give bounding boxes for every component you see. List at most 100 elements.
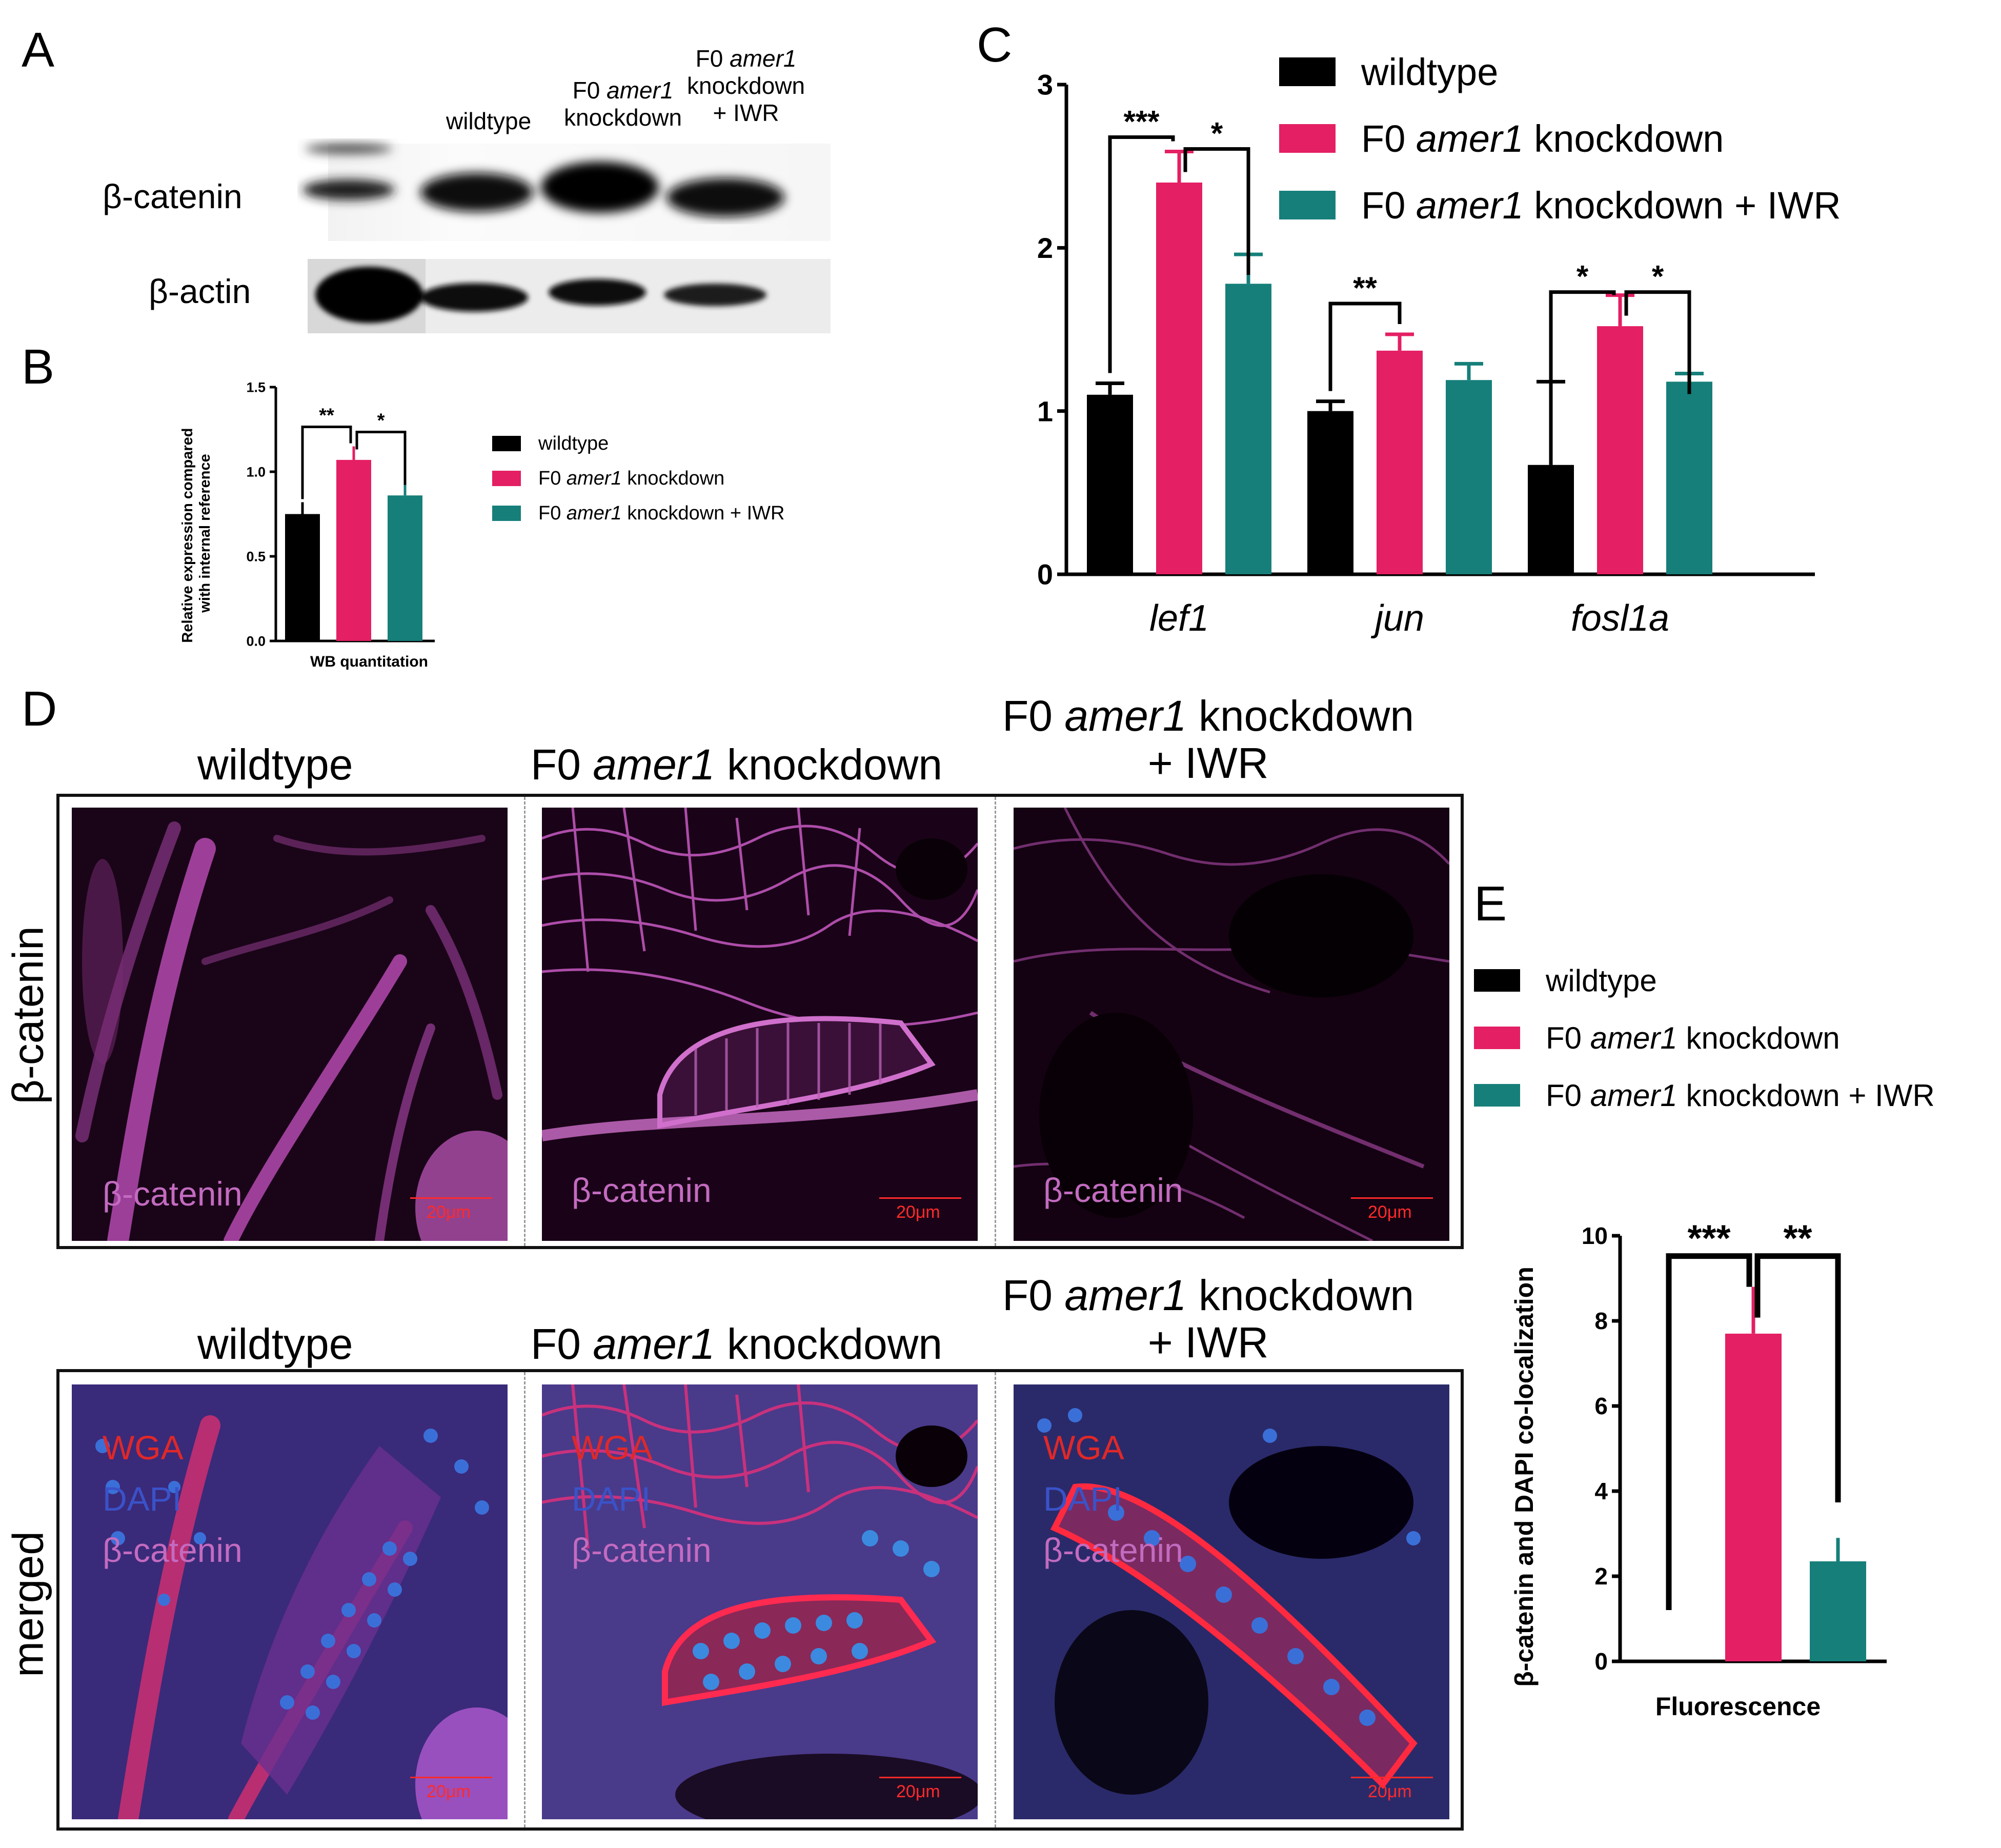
significance-bracket — [301, 426, 352, 499]
blot-band — [315, 267, 423, 323]
bar — [1810, 1561, 1866, 1661]
scale-bar — [879, 1197, 961, 1199]
bar — [1597, 326, 1643, 574]
micro-row-title-merged: merged — [4, 1531, 52, 1677]
micro-col-title-iwr: F0 amer1 knockdown + IWR — [1002, 1271, 1414, 1367]
x-tick-label: fosl1a — [1571, 598, 1669, 639]
significance-label: * — [1652, 259, 1664, 294]
blot-band — [305, 144, 392, 154]
micrograph-merged-knockdown — [542, 1384, 978, 1819]
scale-bar-label: 20μm — [1368, 1202, 1412, 1222]
chart-e-ylabel: β-catenin and DAPI co-localization — [1510, 1267, 1539, 1687]
gene-name: amer1 — [1064, 692, 1187, 740]
blot-header-iwr-line3: + IWR — [713, 99, 779, 126]
blot-header-knockdown: F0 amer1 knockdown — [564, 77, 682, 131]
significance-bracket — [1108, 135, 1175, 373]
gene-name: amer1 — [1064, 1271, 1187, 1319]
channel-label-dapi: DAPI — [103, 1480, 182, 1518]
micro-divider — [995, 1372, 996, 1827]
significance-bracket — [1666, 1253, 1752, 1610]
micro-divider — [524, 1372, 525, 1827]
y-tick-label: 6 — [1594, 1393, 1608, 1419]
legend-label-iwr: F0 amer1 knockdown + IWR — [538, 503, 785, 524]
y-tick-label: 0.0 — [246, 633, 266, 649]
blot-header-knockdown-line2: knockdown — [564, 104, 682, 131]
bar — [1087, 394, 1133, 574]
y-tick-label: 2 — [1037, 232, 1053, 264]
micro-col-title-wildtype: wildtype — [197, 740, 353, 789]
channel-label-wga: WGA — [1043, 1429, 1124, 1467]
knockdown-word: knockdown — [1686, 1078, 1840, 1113]
micro-divider — [995, 797, 996, 1246]
blot-band — [302, 179, 395, 200]
legend-swatch-knockdown — [492, 471, 521, 486]
channel-label-bcatenin: β-catenin — [572, 1531, 712, 1569]
blot-band — [664, 284, 766, 306]
bar — [285, 514, 320, 641]
channel-label-dapi: DAPI — [1043, 1480, 1123, 1518]
legend-swatch-wildtype — [1279, 57, 1336, 86]
legend-swatch-wildtype — [1474, 969, 1520, 992]
scale-bar-label: 20μm — [896, 1782, 940, 1801]
gene-name: amer1 — [1590, 1078, 1677, 1113]
significance-bracket — [1328, 302, 1402, 391]
knockdown-word: knockdown — [726, 740, 943, 789]
y-tick-label: 3 — [1037, 69, 1053, 101]
gene-name: amer1 — [1590, 1021, 1677, 1055]
legend-label-knockdown: F0 amer1 knockdown — [1546, 1021, 1840, 1055]
blot-header-iwr: F0 amer1 knockdown + IWR — [687, 45, 805, 126]
micro-row-title-bcatenin: β-catenin — [4, 926, 52, 1104]
legend-swatch-iwr — [1279, 191, 1336, 219]
legend-label-wildtype: wildtype — [538, 433, 609, 454]
iwr-word: + IWR — [1147, 739, 1269, 788]
scale-bar — [879, 1777, 961, 1778]
significance-label: ** — [319, 405, 334, 427]
significance-label: * — [1211, 116, 1223, 151]
legend-label-wildtype: wildtype — [1361, 51, 1499, 93]
legend-swatch-iwr — [492, 506, 521, 521]
iwr-word: + IWR — [730, 503, 785, 524]
micrograph-bcatenin-iwr — [1014, 808, 1449, 1241]
significance-label: ** — [1783, 1218, 1812, 1259]
knockdown-word: knockdown — [726, 1320, 943, 1368]
micrograph-bcatenin-knockdown — [542, 808, 978, 1241]
gene-name: amer1 — [593, 740, 715, 789]
bar — [1225, 284, 1271, 574]
significance-bracket — [1624, 290, 1691, 394]
significance-bracket — [1549, 290, 1616, 382]
blot-band — [420, 173, 533, 212]
blot-header-wildtype: wildtype — [446, 108, 532, 134]
gene-name: amer1 — [566, 468, 622, 489]
significance-label: *** — [1687, 1218, 1730, 1259]
micrograph-image — [72, 808, 508, 1241]
panel-letter-d: D — [22, 681, 57, 736]
knockdown-word: knockdown — [1198, 1271, 1414, 1319]
panel-letter-c: C — [977, 17, 1013, 72]
knockdown-word: knockdown — [1686, 1021, 1840, 1055]
channel-label-bcatenin: β-catenin — [103, 1175, 242, 1213]
channel-label-bcatenin: β-catenin — [1043, 1171, 1183, 1209]
legend-swatch-iwr — [1474, 1084, 1520, 1107]
blot-band — [549, 279, 646, 306]
channel-label-bcatenin: β-catenin — [1043, 1531, 1183, 1569]
chart-b: 0.00.51.01.5** * WB quantitation Relative… — [179, 379, 435, 670]
y-tick-label: 0 — [1037, 558, 1053, 591]
scale-bar-label: 20μm — [427, 1202, 471, 1222]
iwr-word: + IWR — [1848, 1078, 1935, 1113]
scale-bar-label: 20μm — [427, 1782, 471, 1801]
x-tick-label: lef1 — [1149, 598, 1209, 639]
iwr-word: + IWR — [1734, 184, 1841, 227]
channel-label-wga: WGA — [103, 1429, 184, 1467]
chart-c-legend: wildtype F0 amer1 knockdown F0 amer1 kno… — [1279, 46, 1946, 241]
y-tick-label: 1.0 — [246, 464, 266, 479]
significance-bracket — [1754, 1253, 1841, 1502]
panel-letter-a: A — [22, 23, 55, 77]
knockdown-word: knockdown — [627, 468, 725, 489]
significance-bracket — [1183, 147, 1250, 275]
gene-name: amer1 — [566, 503, 622, 524]
chart-b-ylabel-line2: with internal reference — [197, 454, 213, 613]
bar — [1666, 381, 1712, 574]
